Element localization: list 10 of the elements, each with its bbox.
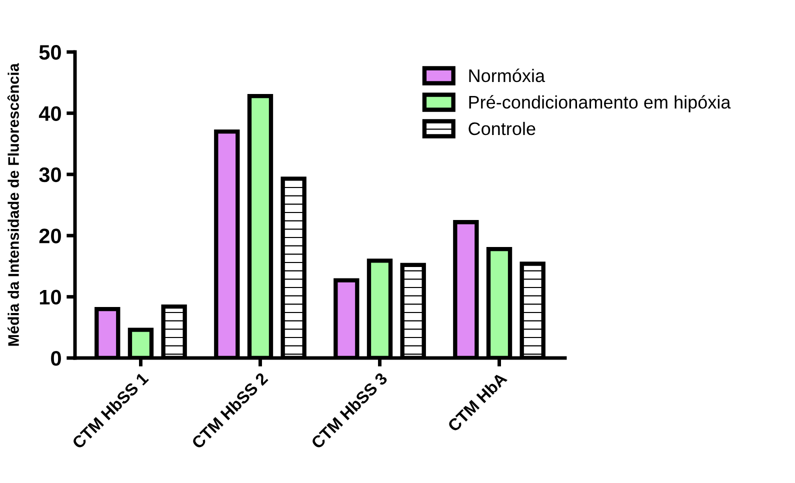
y-axis-title: Média da Intensidade de Fluorescência [7,63,19,346]
y-tick-label: 10 [40,290,61,305]
legend-label: Pré-condicionamento em hipóxia [469,95,731,112]
y-tick-label: 0 [51,351,61,366]
y-tick-label: 20 [39,228,61,244]
y-tick-label: 40 [38,106,61,121]
y-tick-label: 50 [39,45,61,60]
y-tick-label: 30 [39,167,61,182]
legend-label: Normóxia [469,68,546,82]
legend-label: Controle [468,122,536,136]
